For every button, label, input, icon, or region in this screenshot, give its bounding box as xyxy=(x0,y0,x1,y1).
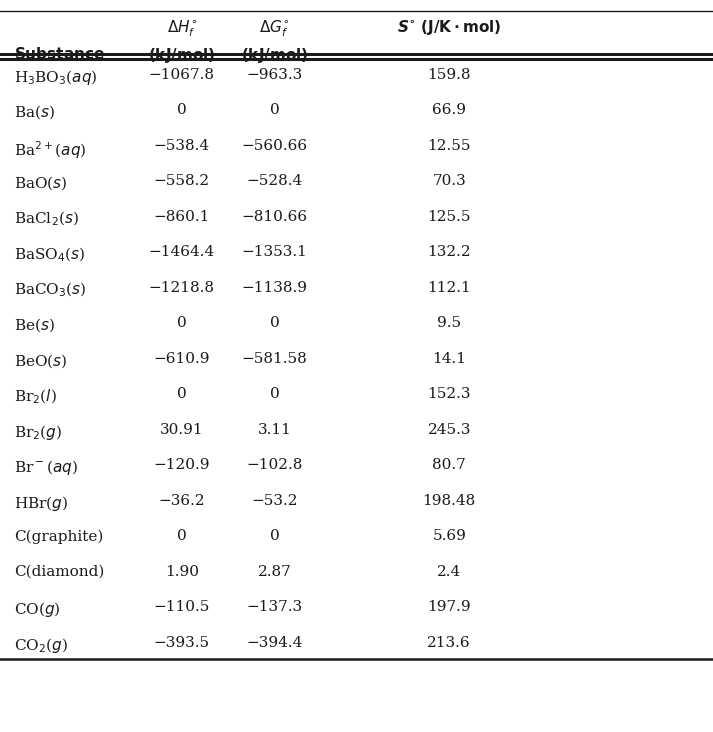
Text: 0: 0 xyxy=(270,316,279,330)
Text: Ba($s$): Ba($s$) xyxy=(14,103,55,121)
Text: 80.7: 80.7 xyxy=(432,458,466,472)
Text: 5.69: 5.69 xyxy=(432,529,466,543)
Text: 0: 0 xyxy=(270,387,279,401)
Text: H$_3$BO$_3$($aq$): H$_3$BO$_3$($aq$) xyxy=(14,68,98,87)
Text: Br$^-$($aq$): Br$^-$($aq$) xyxy=(14,458,78,477)
Text: 132.2: 132.2 xyxy=(427,245,471,259)
Text: 198.48: 198.48 xyxy=(423,494,476,508)
Text: −137.3: −137.3 xyxy=(247,600,302,614)
Text: Br$_2$($g$): Br$_2$($g$) xyxy=(14,423,63,442)
Text: 0: 0 xyxy=(270,529,279,543)
Text: 245.3: 245.3 xyxy=(427,423,471,437)
Text: Be($s$): Be($s$) xyxy=(14,316,55,334)
Text: CO($g$): CO($g$) xyxy=(14,600,61,619)
Text: −102.8: −102.8 xyxy=(246,458,303,472)
Text: Br$_2$($l$): Br$_2$($l$) xyxy=(14,387,57,406)
Text: HBr($g$): HBr($g$) xyxy=(14,494,68,513)
Text: −538.4: −538.4 xyxy=(154,139,210,153)
Text: 0: 0 xyxy=(177,387,187,401)
Text: −36.2: −36.2 xyxy=(158,494,205,508)
Text: $\Delta G_{\mathit{f}}^{\circ}$: $\Delta G_{\mathit{f}}^{\circ}$ xyxy=(260,18,289,39)
Text: −560.66: −560.66 xyxy=(242,139,307,153)
Text: 9.5: 9.5 xyxy=(437,316,461,330)
Text: 125.5: 125.5 xyxy=(427,210,471,224)
Text: $\Delta H_{\mathit{f}}^{\circ}$: $\Delta H_{\mathit{f}}^{\circ}$ xyxy=(167,18,197,39)
Text: −610.9: −610.9 xyxy=(153,352,210,366)
Text: −1067.8: −1067.8 xyxy=(149,68,215,82)
Text: −394.4: −394.4 xyxy=(246,636,303,650)
Text: Ba$^{2+}$($aq$): Ba$^{2+}$($aq$) xyxy=(14,139,87,160)
Text: −810.66: −810.66 xyxy=(242,210,307,224)
Text: 1.90: 1.90 xyxy=(165,565,199,579)
Text: −110.5: −110.5 xyxy=(153,600,210,614)
Text: $\bfit{S}^{\circ}$ $\mathbf{(J/K \cdot mol)}$: $\bfit{S}^{\circ}$ $\mathbf{(J/K \cdot m… xyxy=(397,18,501,37)
Text: 213.6: 213.6 xyxy=(427,636,471,650)
Text: C(diamond): C(diamond) xyxy=(14,565,105,579)
Text: 0: 0 xyxy=(177,529,187,543)
Text: −53.2: −53.2 xyxy=(251,494,298,508)
Text: 0: 0 xyxy=(270,103,279,117)
Text: $\mathbf{(kJ/mol)}$: $\mathbf{(kJ/mol)}$ xyxy=(241,46,308,65)
Text: 112.1: 112.1 xyxy=(427,281,471,295)
Text: 159.8: 159.8 xyxy=(427,68,471,82)
Text: 14.1: 14.1 xyxy=(432,352,466,366)
Text: −528.4: −528.4 xyxy=(247,174,302,188)
Text: 2.87: 2.87 xyxy=(257,565,292,579)
Text: −1138.9: −1138.9 xyxy=(242,281,307,295)
Text: BaCl$_2$($s$): BaCl$_2$($s$) xyxy=(14,210,79,228)
Text: C(graphite): C(graphite) xyxy=(14,529,103,544)
Text: BaO($s$): BaO($s$) xyxy=(14,174,68,192)
Text: −120.9: −120.9 xyxy=(153,458,210,472)
Text: −963.3: −963.3 xyxy=(247,68,302,82)
Text: 0: 0 xyxy=(177,316,187,330)
Text: 2.4: 2.4 xyxy=(437,565,461,579)
Text: 70.3: 70.3 xyxy=(432,174,466,188)
Text: BaSO$_4$($s$): BaSO$_4$($s$) xyxy=(14,245,86,264)
Text: $\mathbf{(kJ/mol)}$: $\mathbf{(kJ/mol)}$ xyxy=(148,46,215,65)
Text: BaCO$_3$($s$): BaCO$_3$($s$) xyxy=(14,281,87,299)
Text: −581.58: −581.58 xyxy=(242,352,307,366)
Text: 3.11: 3.11 xyxy=(257,423,292,437)
Text: 30.91: 30.91 xyxy=(160,423,204,437)
Text: BeO($s$): BeO($s$) xyxy=(14,352,68,370)
Text: −1353.1: −1353.1 xyxy=(242,245,307,259)
Text: 197.9: 197.9 xyxy=(427,600,471,614)
Text: $\mathbf{Substance}$: $\mathbf{Substance}$ xyxy=(14,46,106,62)
Text: −1218.8: −1218.8 xyxy=(149,281,215,295)
Text: CO$_2$($g$): CO$_2$($g$) xyxy=(14,636,68,655)
Text: −1464.4: −1464.4 xyxy=(149,245,215,259)
Text: 66.9: 66.9 xyxy=(432,103,466,117)
Text: −558.2: −558.2 xyxy=(154,174,210,188)
Text: −393.5: −393.5 xyxy=(154,636,210,650)
Text: 12.55: 12.55 xyxy=(427,139,471,153)
Text: 0: 0 xyxy=(177,103,187,117)
Text: 152.3: 152.3 xyxy=(427,387,471,401)
Text: −860.1: −860.1 xyxy=(153,210,210,224)
